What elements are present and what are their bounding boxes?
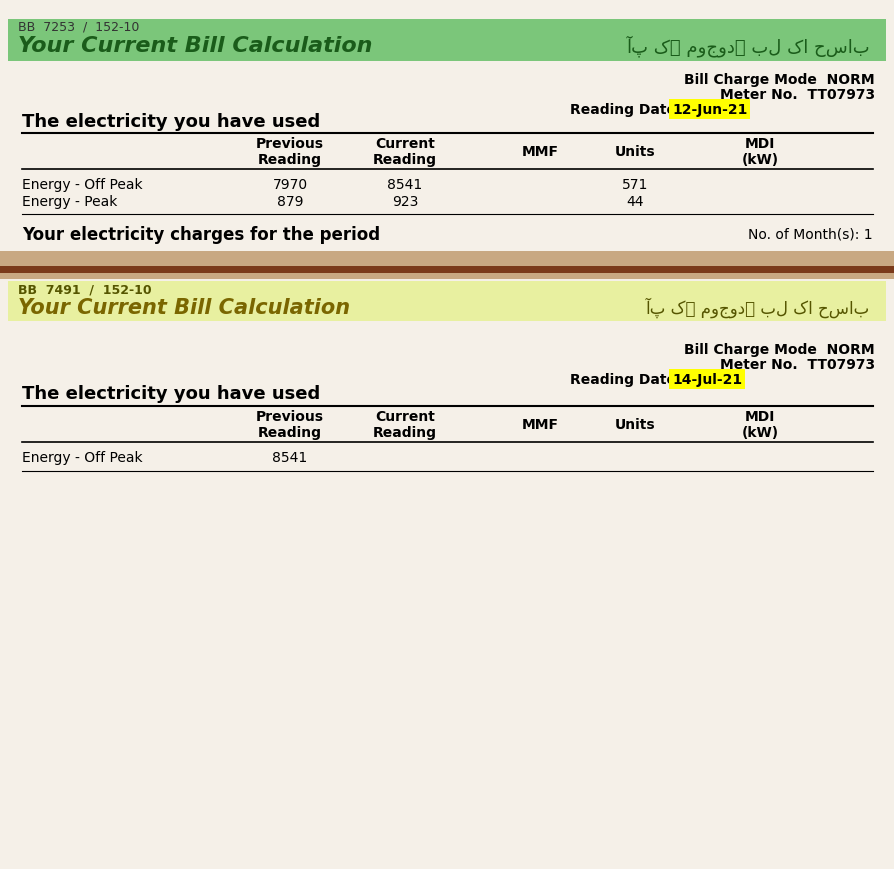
- Text: BB  7253  /  152-10: BB 7253 / 152-10: [18, 21, 139, 34]
- Text: 571: 571: [621, 178, 647, 192]
- Text: Bill Charge Mode  NORM: Bill Charge Mode NORM: [684, 342, 874, 356]
- Text: 44: 44: [626, 195, 643, 209]
- Text: Meter No.  TT07973: Meter No. TT07973: [719, 357, 874, 372]
- Text: No. of Month(s): 1: No. of Month(s): 1: [747, 228, 872, 242]
- Text: 12-Jun-21: 12-Jun-21: [671, 103, 746, 116]
- Text: 14-Jul-21: 14-Jul-21: [671, 373, 741, 387]
- Text: Previous
Reading: Previous Reading: [256, 409, 324, 440]
- Text: BB  7491  /  152-10: BB 7491 / 152-10: [18, 283, 151, 296]
- Text: The electricity you have used: The electricity you have used: [22, 113, 320, 131]
- Text: Reading Date:: Reading Date:: [569, 103, 686, 116]
- Text: Current
Reading: Current Reading: [373, 136, 436, 167]
- Text: MDI
(kW): MDI (kW): [740, 136, 778, 167]
- Text: Your electricity charges for the period: Your electricity charges for the period: [22, 226, 380, 243]
- Text: The electricity you have used: The electricity you have used: [22, 385, 320, 402]
- Text: Units: Units: [614, 145, 654, 159]
- Text: 879: 879: [276, 195, 303, 209]
- FancyBboxPatch shape: [8, 20, 885, 62]
- Text: Your Current Bill Calculation: Your Current Bill Calculation: [18, 298, 350, 318]
- Text: Bill Charge Mode  NORM: Bill Charge Mode NORM: [684, 73, 874, 87]
- Text: Previous
Reading: Previous Reading: [256, 136, 324, 167]
- Text: 7970: 7970: [272, 178, 308, 192]
- Text: 8541: 8541: [272, 450, 308, 464]
- Text: Reading Date:: Reading Date:: [569, 373, 686, 387]
- Text: Energy - Peak: Energy - Peak: [22, 195, 117, 209]
- FancyBboxPatch shape: [0, 267, 894, 274]
- Text: Your Current Bill Calculation: Your Current Bill Calculation: [18, 36, 372, 56]
- FancyBboxPatch shape: [0, 252, 894, 280]
- Text: Current
Reading: Current Reading: [373, 409, 436, 440]
- Text: Energy - Off Peak: Energy - Off Peak: [22, 178, 142, 192]
- Text: MDI
(kW): MDI (kW): [740, 409, 778, 440]
- Text: 923: 923: [392, 195, 417, 209]
- FancyBboxPatch shape: [8, 282, 885, 322]
- Text: Energy - Off Peak: Energy - Off Peak: [22, 450, 142, 464]
- Text: Meter No.  TT07973: Meter No. TT07973: [719, 88, 874, 102]
- Text: Units: Units: [614, 417, 654, 432]
- Text: آپ کے موجودہ بل کا حساب: آپ کے موجودہ بل کا حساب: [626, 35, 869, 56]
- Text: آپ کے موجودہ بل کا حساب: آپ کے موجودہ بل کا حساب: [645, 297, 869, 318]
- Text: MMF: MMF: [521, 417, 558, 432]
- Text: MMF: MMF: [521, 145, 558, 159]
- Text: 8541: 8541: [387, 178, 422, 192]
